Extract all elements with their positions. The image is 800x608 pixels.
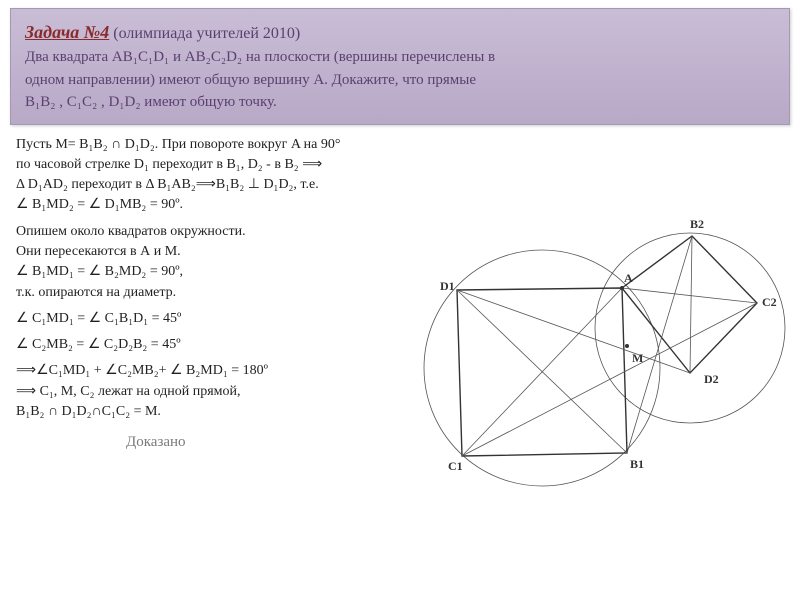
- svg-text:B2: B2: [690, 217, 704, 231]
- problem-header: Задача №4 (олимпиада учителей 2010) Два …: [10, 8, 790, 125]
- header-line-2: Два квадрата AB₁C₁D₁ и AB₂C₂D₂ на плоско…: [25, 46, 775, 69]
- p2-line-c: ∠ B₁MD₁ = ∠ B₂MD₂ = 90º,: [16, 262, 346, 282]
- p2-line-d: т.к. опираются на диаметр.: [16, 283, 346, 303]
- task-subtitle: (олимпиада учителей 2010): [113, 25, 300, 42]
- p2-line-a: Опишем около квадратов окружности.: [16, 222, 346, 242]
- svg-text:D1: D1: [440, 279, 455, 293]
- svg-text:B1: B1: [630, 457, 644, 471]
- svg-text:A: A: [624, 271, 633, 285]
- p1-line-b: по часовой стрелке D₁ переходит в B₁, D₂…: [16, 155, 788, 175]
- task-number: Задача №4: [25, 22, 109, 42]
- title-line: Задача №4 (олимпиада учителей 2010): [25, 19, 775, 46]
- header-line-4: B₁B₂ , C₁C₂ , D₁D₂ имеют общую точку.: [25, 91, 775, 114]
- svg-text:C2: C2: [762, 295, 777, 309]
- svg-text:D2: D2: [704, 372, 719, 386]
- paragraph-2: Опишем около квадратов окружности. Они п…: [16, 222, 346, 303]
- diagram-svg: A B1 C1 D1 B2 C2 D2 M: [392, 178, 792, 508]
- p1-line-a: Пусть M= B₁B₂ ∩ D₁D₂. При повороте вокру…: [16, 135, 788, 155]
- svg-text:M: M: [632, 351, 643, 365]
- svg-text:C1: C1: [448, 459, 463, 473]
- header-line-3: одном направлении) имеют общую вершину A…: [25, 69, 775, 92]
- geometry-diagram: A B1 C1 D1 B2 C2 D2 M: [392, 178, 792, 508]
- p2-line-b: Они пересекаются в А и М.: [16, 242, 346, 262]
